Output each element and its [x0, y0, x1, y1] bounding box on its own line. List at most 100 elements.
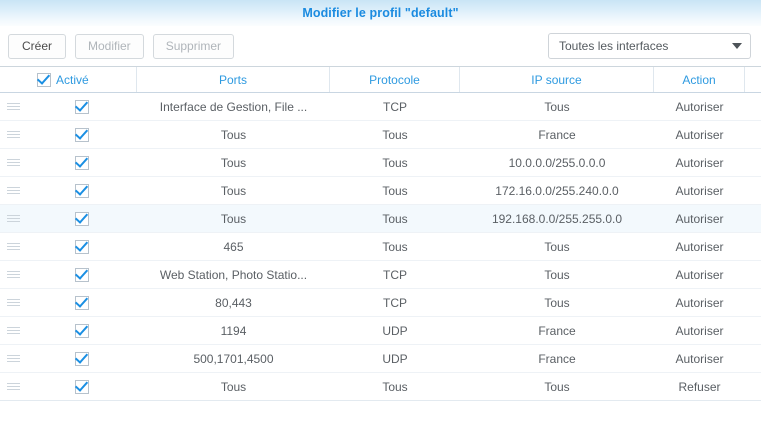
column-header-handle: [0, 67, 27, 92]
cell-filler: [745, 93, 761, 120]
row-drag-handle-cell: [0, 317, 27, 344]
cell-ip-source: 172.16.0.0/255.240.0.0: [495, 183, 619, 198]
drag-handle-icon[interactable]: [7, 215, 20, 222]
row-enabled-checkbox[interactable]: [75, 295, 89, 310]
drag-handle-icon[interactable]: [7, 383, 20, 390]
cell-filler: [745, 205, 761, 232]
drag-handle-icon[interactable]: [7, 243, 20, 250]
cell-action: Autoriser: [675, 211, 724, 226]
cell-ip-source: France: [538, 323, 576, 338]
page-title: Modifier le profil "default": [302, 6, 459, 20]
row-enabled-checkbox[interactable]: [75, 351, 89, 366]
table-row[interactable]: 465 Tous Tous Autoriser: [0, 233, 761, 261]
cell-ports: 1194: [220, 323, 247, 338]
cell-action: Autoriser: [675, 155, 724, 170]
drag-handle-icon[interactable]: [7, 355, 20, 362]
cell-filler: [745, 261, 761, 288]
cell-ports: 80,443: [215, 295, 252, 310]
delete-button[interactable]: Supprimer: [152, 33, 235, 59]
table-row[interactable]: Tous Tous 10.0.0.0/255.0.0.0 Autoriser: [0, 149, 761, 177]
row-enabled-checkbox[interactable]: [75, 323, 89, 338]
cell-ports: Tous: [220, 155, 247, 170]
cell-enabled: [27, 373, 137, 400]
row-enabled-checkbox[interactable]: [75, 267, 89, 282]
grid-body: Interface de Gestion, File ... TCP Tous Aut…: [0, 93, 761, 401]
row-enabled-checkbox[interactable]: [75, 183, 89, 198]
cell-protocol: TCP: [383, 99, 407, 114]
cell-ip-source: 10.0.0.0/255.0.0.0: [508, 155, 606, 170]
dialog-title-bar: Modifier le profil "default": [0, 0, 761, 26]
row-enabled-checkbox[interactable]: [75, 379, 89, 394]
row-enabled-checkbox[interactable]: [75, 211, 89, 226]
drag-handle-icon[interactable]: [7, 187, 20, 194]
cell-ports: Tous: [220, 379, 247, 394]
cell-enabled: [27, 149, 137, 176]
cell-ip-source: Tous: [544, 267, 570, 282]
table-row[interactable]: Interface de Gestion, File ... TCP Tous Aut…: [0, 93, 761, 121]
create-button[interactable]: Créer: [8, 33, 66, 59]
column-header-protocol[interactable]: Protocole: [330, 67, 460, 92]
cell-ip-source: France: [538, 351, 576, 366]
cell-filler: [745, 373, 761, 400]
cell-ip-source: Tous: [544, 379, 570, 394]
cell-ip-source: Tous: [544, 239, 570, 254]
column-header-action[interactable]: Action: [654, 67, 745, 92]
row-enabled-checkbox[interactable]: [75, 99, 89, 114]
row-drag-handle-cell: [0, 149, 27, 176]
cell-ip-source: France: [538, 127, 576, 142]
grid-header-row: Activé Ports Protocole IP source Action: [0, 67, 761, 93]
column-header-ports[interactable]: Ports: [137, 67, 330, 92]
cell-action: Refuser: [678, 379, 721, 394]
cell-enabled: [27, 345, 137, 372]
cell-protocol: Tous: [382, 127, 408, 142]
cell-protocol: UDP: [382, 323, 408, 338]
row-drag-handle-cell: [0, 177, 27, 204]
cell-ports: 465: [223, 239, 244, 254]
drag-handle-icon[interactable]: [7, 299, 20, 306]
column-header-ip-source[interactable]: IP source: [460, 67, 654, 92]
row-drag-handle-cell: [0, 121, 27, 148]
drag-handle-icon[interactable]: [7, 103, 20, 110]
drag-handle-icon[interactable]: [7, 271, 20, 278]
row-drag-handle-cell: [0, 289, 27, 316]
cell-filler: [745, 121, 761, 148]
cell-protocol: Tous: [382, 155, 408, 170]
cell-enabled: [27, 261, 137, 288]
row-enabled-checkbox[interactable]: [75, 155, 89, 170]
cell-action: Autoriser: [675, 295, 724, 310]
table-row[interactable]: 500,1701,4500 UDP France Autoriser: [0, 345, 761, 373]
row-enabled-checkbox[interactable]: [75, 239, 89, 254]
cell-action: Autoriser: [675, 351, 724, 366]
row-enabled-checkbox[interactable]: [75, 127, 89, 142]
cell-enabled: [27, 289, 137, 316]
select-all-checkbox[interactable]: [37, 72, 51, 87]
row-drag-handle-cell: [0, 233, 27, 260]
table-row[interactable]: Tous Tous France Autoriser: [0, 121, 761, 149]
table-row[interactable]: 80,443 TCP Tous Autoriser: [0, 289, 761, 317]
cell-action: Autoriser: [675, 239, 724, 254]
cell-action: Autoriser: [675, 99, 724, 114]
cell-ports: Tous: [220, 211, 247, 226]
drag-handle-icon[interactable]: [7, 159, 20, 166]
cell-ip-source: Tous: [544, 295, 570, 310]
chevron-down-icon: [732, 43, 742, 49]
table-row[interactable]: Web Station, Photo Statio... TCP Tous Autor…: [0, 261, 761, 289]
column-header-enabled-label: Activé: [56, 72, 89, 87]
drag-handle-icon[interactable]: [7, 131, 20, 138]
drag-handle-icon[interactable]: [7, 327, 20, 334]
table-row[interactable]: Tous Tous 172.16.0.0/255.240.0.0 Autoriser: [0, 177, 761, 205]
table-row[interactable]: Tous Tous 192.168.0.0/255.255.0.0 Autoriser: [0, 205, 761, 233]
table-row[interactable]: 1194 UDP France Autoriser: [0, 317, 761, 345]
table-row[interactable]: Tous Tous Tous Refuser: [0, 373, 761, 401]
column-header-enabled[interactable]: Activé: [27, 67, 137, 92]
cell-ports: 500,1701,4500: [193, 351, 274, 366]
interface-filter-select[interactable]: Toutes les interfaces: [548, 33, 751, 59]
cell-enabled: [27, 233, 137, 260]
cell-ports: Tous: [220, 127, 247, 142]
cell-ip-source: 192.168.0.0/255.255.0.0: [491, 211, 623, 226]
cell-protocol: Tous: [382, 239, 408, 254]
row-drag-handle-cell: [0, 205, 27, 232]
edit-button[interactable]: Modifier: [75, 33, 144, 59]
toolbar: Créer Modifier Supprimer Toutes les inte…: [0, 26, 761, 66]
firewall-rules-grid: Activé Ports Protocole IP source Action …: [0, 66, 761, 401]
